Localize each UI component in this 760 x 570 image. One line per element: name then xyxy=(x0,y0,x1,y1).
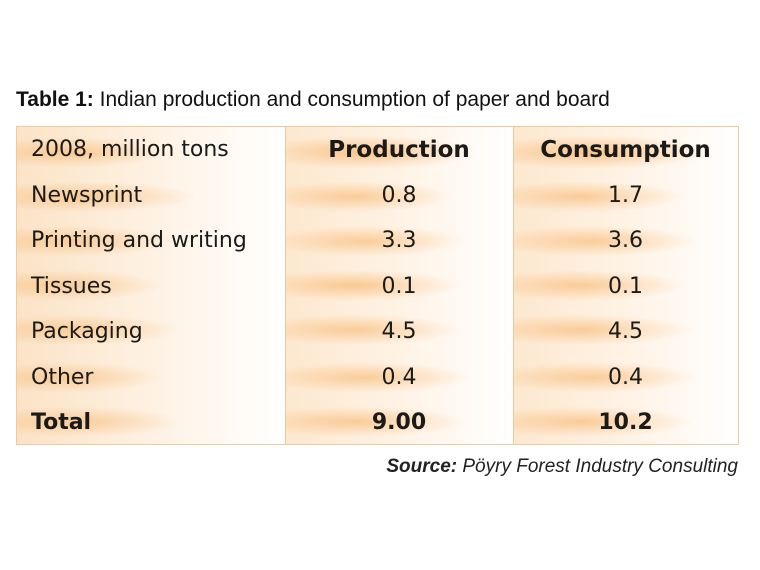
label-column-background xyxy=(17,127,285,444)
header-unit-label: 2008, million tons xyxy=(31,137,229,163)
row-production: 3.3 xyxy=(381,228,417,254)
row-label: Newsprint xyxy=(31,182,143,208)
caption-text: Indian production and consumption of pap… xyxy=(99,88,610,111)
total-production: 9.00 xyxy=(371,410,427,436)
row-label: Other xyxy=(31,364,94,390)
data-table-container: 2008, million tons Production Consumptio… xyxy=(16,126,739,445)
source-lead: Source: xyxy=(386,456,458,477)
table-row: Packaging 4.5 4.5 xyxy=(17,309,738,355)
table-row: Newsprint 0.8 1.7 xyxy=(17,173,738,219)
caption-lead: Table 1: xyxy=(16,88,94,111)
header-consumption: Consumption xyxy=(540,136,711,163)
table-header-row: 2008, million tons Production Consumptio… xyxy=(17,127,738,173)
row-production: 4.5 xyxy=(381,319,417,345)
row-label: Packaging xyxy=(31,319,143,345)
table-row: Other 0.4 0.4 xyxy=(17,355,738,401)
source-text: Pöyry Forest Industry Consulting xyxy=(462,456,738,477)
row-production: 0.1 xyxy=(381,273,417,299)
table-total-row: Total 9.00 10.2 xyxy=(17,400,738,446)
source-note: Source: Pöyry Forest Industry Consulting xyxy=(386,456,738,478)
row-consumption: 0.1 xyxy=(608,273,643,299)
table-row: Printing and writing 3.3 3.6 xyxy=(17,218,738,264)
row-consumption: 0.4 xyxy=(608,364,643,390)
row-production: 0.4 xyxy=(381,364,417,390)
row-production: 0.8 xyxy=(381,182,417,208)
row-label: Printing and writing xyxy=(31,228,247,254)
table-row: Tissues 0.1 0.1 xyxy=(17,264,738,310)
row-consumption: 3.6 xyxy=(608,228,643,254)
total-label: Total xyxy=(31,410,92,436)
row-consumption: 4.5 xyxy=(608,319,643,345)
header-production: Production xyxy=(328,136,470,163)
data-table: 2008, million tons Production Consumptio… xyxy=(17,127,738,446)
consumption-column-background xyxy=(513,127,738,444)
total-consumption: 10.2 xyxy=(598,410,653,436)
production-column-background xyxy=(285,127,513,444)
row-label: Tissues xyxy=(31,273,112,299)
table-caption: Table 1: Indian production and consumpti… xyxy=(16,88,610,112)
row-consumption: 1.7 xyxy=(608,182,643,208)
